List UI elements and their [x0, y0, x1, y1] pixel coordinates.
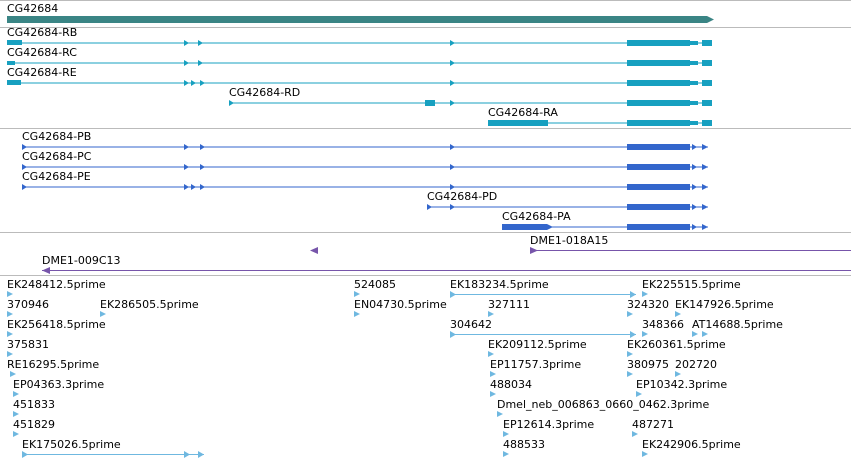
- est-feature[interactable]: 488533: [503, 438, 545, 457]
- est-label: EN04730.5prime: [354, 298, 447, 311]
- est-label: EK256418.5prime: [7, 318, 106, 331]
- est-feature[interactable]: 370946: [7, 298, 49, 317]
- transcript-re[interactable]: CG42684-RE: [7, 66, 712, 86]
- protein-pe[interactable]: CG42684-PE: [22, 170, 708, 190]
- est-label: EK175026.5prime: [22, 438, 121, 451]
- est-feature[interactable]: 348366: [642, 318, 684, 337]
- gene-strand-arrow: [707, 16, 714, 23]
- est-feature[interactable]: 324320: [627, 298, 669, 317]
- est-label: AT14688.5prime: [692, 318, 783, 331]
- est-label: EK183234.5prime: [450, 278, 549, 291]
- est-label: EK147926.5prime: [675, 298, 774, 311]
- est-label: 327111: [488, 298, 530, 311]
- gene-label[interactable]: CG42684: [7, 2, 58, 15]
- est-feature[interactable]: 380975: [627, 358, 669, 377]
- clone-009c13[interactable]: DME1-009C13: [42, 254, 851, 274]
- est-feature[interactable]: EP12614.3prime: [503, 418, 594, 437]
- est-label: 451833: [13, 398, 55, 411]
- est-label: 304642: [450, 318, 492, 331]
- protein-pb[interactable]: CG42684-PB: [22, 130, 708, 150]
- est-feature[interactable]: 451833: [13, 398, 55, 417]
- est-label: EK209112.5prime: [488, 338, 587, 351]
- clone-018a15[interactable]: DME1-018A15: [310, 234, 851, 254]
- protein-label: CG42684-PB: [22, 130, 91, 143]
- est-feature[interactable]: 375831: [7, 338, 49, 357]
- transcript-rb[interactable]: CG42684-RB: [7, 26, 712, 46]
- protein-pc[interactable]: CG42684-PC: [22, 150, 708, 170]
- protein-label: CG42684-PE: [22, 170, 91, 183]
- protein-label: CG42684-PA: [502, 210, 571, 223]
- est-feature[interactable]: 488034: [490, 378, 532, 397]
- est-feature[interactable]: EK175026.5prime: [22, 438, 204, 458]
- est-feature[interactable]: EN04730.5prime: [354, 298, 447, 317]
- transcript-rd[interactable]: CG42684-RD: [229, 86, 712, 106]
- est-feature[interactable]: EK225515.5prime: [642, 278, 741, 297]
- est-label: 370946: [7, 298, 49, 311]
- est-label: EP12614.3prime: [503, 418, 594, 431]
- est-label: 324320: [627, 298, 669, 311]
- est-label: 524085: [354, 278, 396, 291]
- protein-pd[interactable]: CG42684-PD: [427, 190, 708, 210]
- transcript-label: CG42684-RC: [7, 46, 77, 59]
- protein-pa[interactable]: CG42684-PA: [502, 210, 708, 230]
- est-feature[interactable]: 304642: [450, 318, 636, 338]
- transcript-label: CG42684-RE: [7, 66, 77, 79]
- est-feature[interactable]: EP10342.3prime: [636, 378, 727, 397]
- transcript-rc[interactable]: CG42684-RC: [7, 46, 712, 66]
- protein-track: CG42684-PB CG42684-PC CG42684-PE: [22, 130, 708, 230]
- est-track: EK248412.5prime 370946 EK286505.5prime E…: [7, 278, 783, 458]
- est-label: EP10342.3prime: [636, 378, 727, 391]
- protein-label: CG42684-PC: [22, 150, 92, 163]
- est-feature[interactable]: 451829: [13, 418, 55, 437]
- clone-label: DME1-018A15: [530, 234, 608, 247]
- est-label: EK260361.5prime: [627, 338, 726, 351]
- est-feature[interactable]: 487271: [632, 418, 674, 437]
- est-feature[interactable]: 524085: [354, 278, 396, 297]
- est-feature[interactable]: AT14688.5prime: [692, 318, 783, 337]
- gene-track: CG42684: [7, 2, 714, 23]
- est-label: 451829: [13, 418, 55, 431]
- est-label: EP11757.3prime: [490, 358, 581, 371]
- est-feature[interactable]: Dmel_neb_006863_0660_0462.3prime: [497, 398, 709, 417]
- track-dividers: [0, 0, 851, 276]
- est-feature[interactable]: EK242906.5prime: [642, 438, 741, 457]
- est-label: 488034: [490, 378, 532, 391]
- est-label: 375831: [7, 338, 49, 351]
- est-label: EK248412.5prime: [7, 278, 106, 291]
- gene-span[interactable]: [7, 16, 707, 23]
- est-label: RE16295.5prime: [7, 358, 99, 371]
- transcript-track: CG42684-RB CG42684-RC CG42684-RE: [7, 26, 712, 126]
- est-feature[interactable]: EK209112.5prime: [488, 338, 587, 357]
- clone-track: DME1-018A15 DME1-009C13: [42, 234, 851, 274]
- est-feature[interactable]: EK286505.5prime: [100, 298, 199, 317]
- transcript-label: CG42684-RD: [229, 86, 300, 99]
- est-label: 488533: [503, 438, 545, 451]
- est-feature[interactable]: RE16295.5prime: [7, 358, 99, 377]
- est-feature[interactable]: EK183234.5prime: [450, 278, 636, 298]
- transcript-label: CG42684-RA: [488, 106, 558, 119]
- est-feature[interactable]: EK256418.5prime: [7, 318, 106, 337]
- est-feature[interactable]: EK248412.5prime: [7, 278, 106, 297]
- protein-label: CG42684-PD: [427, 190, 497, 203]
- transcript-ra[interactable]: CG42684-RA: [488, 106, 712, 126]
- est-feature[interactable]: EK147926.5prime: [675, 298, 774, 317]
- est-label: 487271: [632, 418, 674, 431]
- est-label: EP04363.3prime: [13, 378, 104, 391]
- est-label: 380975: [627, 358, 669, 371]
- est-label: EK286505.5prime: [100, 298, 199, 311]
- est-feature[interactable]: EP11757.3prime: [490, 358, 581, 377]
- est-feature[interactable]: 327111: [488, 298, 530, 317]
- est-feature[interactable]: EK260361.5prime: [627, 338, 726, 357]
- transcript-label: CG42684-RB: [7, 26, 77, 39]
- est-feature[interactable]: 202720: [675, 358, 717, 377]
- est-label: 202720: [675, 358, 717, 371]
- est-label: EK242906.5prime: [642, 438, 741, 451]
- est-label: EK225515.5prime: [642, 278, 741, 291]
- est-label: Dmel_neb_006863_0660_0462.3prime: [497, 398, 709, 411]
- clone-label: DME1-009C13: [42, 254, 121, 267]
- est-label: 348366: [642, 318, 684, 331]
- est-feature[interactable]: EP04363.3prime: [13, 378, 104, 397]
